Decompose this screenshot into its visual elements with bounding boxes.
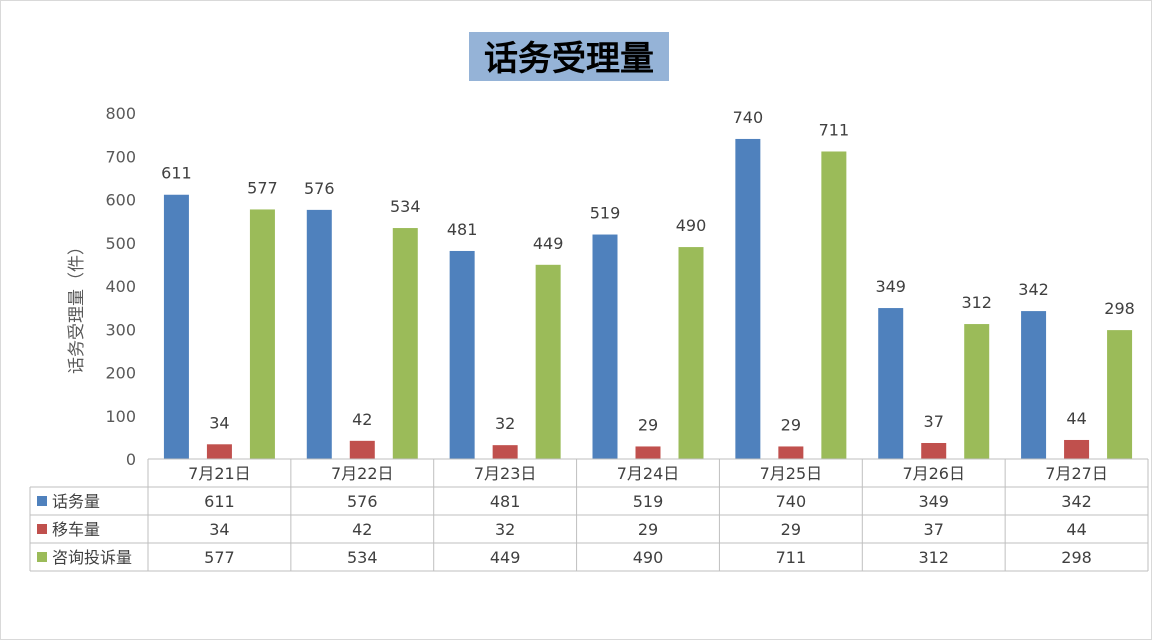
bar (449, 250, 475, 459)
bar (1064, 439, 1090, 459)
data-label: 312 (961, 293, 992, 312)
data-label: 342 (1018, 280, 1049, 299)
bar (535, 264, 561, 459)
y-axis: 0 100 200 300 400 500 600 700 800 (105, 104, 136, 469)
table-cell: 312 (918, 548, 949, 567)
data-label: 576 (304, 179, 335, 198)
series-name: 咨询投诉量 (52, 548, 132, 567)
data-label: 519 (590, 204, 621, 223)
data-label: 29 (781, 415, 801, 434)
series-name: 话务量 (52, 492, 100, 511)
category-label: 7月21日 (188, 464, 251, 483)
y-tick-label: 800 (105, 104, 136, 123)
bar (1107, 330, 1133, 459)
bar (964, 324, 990, 459)
data-label: 711 (819, 120, 850, 139)
data-label: 34 (209, 413, 229, 432)
data-label: 349 (875, 277, 906, 296)
bar (592, 234, 618, 459)
category-label: 7月22日 (331, 464, 394, 483)
legend-key (37, 524, 47, 534)
y-tick-label: 200 (105, 364, 136, 383)
table-cell: 519 (633, 492, 664, 511)
category-label: 7月25日 (760, 464, 823, 483)
y-tick-label: 500 (105, 234, 136, 253)
bar (678, 247, 704, 459)
bar (821, 151, 847, 459)
bar (921, 442, 947, 459)
bar (249, 209, 275, 459)
table-cell: 342 (1061, 492, 1092, 511)
data-label: 611 (161, 164, 192, 183)
bar-series (163, 138, 1133, 459)
table-cell: 711 (776, 548, 807, 567)
bar (163, 194, 189, 459)
data-label: 32 (495, 414, 515, 433)
table-cell: 740 (776, 492, 807, 511)
data-label: 577 (247, 178, 278, 197)
table-cell: 534 (347, 548, 378, 567)
data-label: 37 (924, 412, 944, 431)
bar (349, 440, 375, 459)
category-label: 7月26日 (902, 464, 965, 483)
bar (635, 446, 661, 459)
bar (392, 228, 418, 459)
y-axis-label: 话务受理量（件） (67, 238, 87, 374)
bar (206, 444, 232, 459)
data-label: 44 (1066, 409, 1086, 428)
data-label: 534 (390, 197, 421, 216)
data-label: 449 (533, 234, 564, 253)
data-label: 740 (733, 108, 764, 127)
data-label: 42 (352, 410, 372, 429)
bar (1021, 311, 1047, 459)
y-tick-label: 0 (126, 450, 136, 469)
data-label: 490 (676, 216, 707, 235)
table-cell: 37 (924, 520, 944, 539)
table-cell: 611 (204, 492, 235, 511)
table-cell: 576 (347, 492, 378, 511)
category-label: 7月23日 (474, 464, 537, 483)
data-labels: 611 34 577 576 42 534 481 32 449 519 29 490 740 29 711… (161, 108, 1135, 435)
table-cell: 34 (209, 520, 229, 539)
table-cell: 29 (638, 520, 658, 539)
table-cell: 42 (352, 520, 372, 539)
bar (735, 138, 761, 459)
y-tick-label: 400 (105, 277, 136, 296)
bar (492, 445, 518, 459)
y-tick-label: 100 (105, 407, 136, 426)
table-cell: 349 (918, 492, 949, 511)
table-cell: 29 (781, 520, 801, 539)
data-label: 481 (447, 220, 478, 239)
table-cell: 449 (490, 548, 521, 567)
legend-key (37, 496, 47, 506)
bar (306, 209, 332, 459)
table-cell: 577 (204, 548, 235, 567)
chart-title: 话务受理量 (484, 39, 654, 79)
y-tick-label: 700 (105, 147, 136, 166)
y-tick-label: 300 (105, 320, 136, 339)
category-label: 7月24日 (617, 464, 680, 483)
category-label: 7月27日 (1045, 464, 1108, 483)
bar (878, 308, 904, 459)
table-cell: 490 (633, 548, 664, 567)
series-name: 移车量 (52, 520, 100, 539)
legend-key (37, 552, 47, 562)
table-cell: 44 (1066, 520, 1086, 539)
data-label: 29 (638, 415, 658, 434)
bar (778, 446, 804, 459)
table-cell: 298 (1061, 548, 1092, 567)
table-cell: 481 (490, 492, 521, 511)
data-label: 298 (1104, 299, 1135, 318)
y-tick-label: 600 (105, 191, 136, 210)
title-background (469, 32, 669, 81)
table-cell: 32 (495, 520, 515, 539)
